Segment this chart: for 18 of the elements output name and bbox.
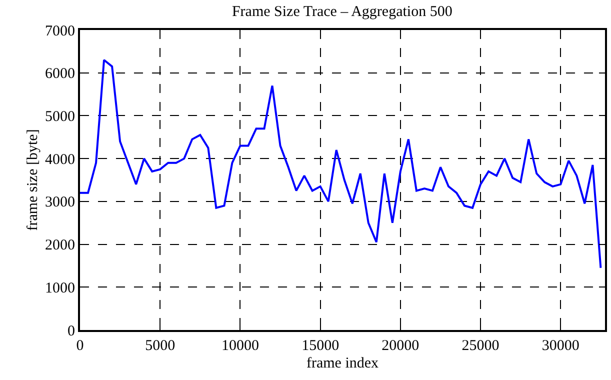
x-tick-label: 30000 — [542, 338, 580, 354]
y-tick-label: 6000 — [45, 66, 75, 82]
y-axis-title: frame size [byte] — [24, 129, 41, 231]
y-tick-label: 5000 — [45, 108, 75, 125]
y-tick-label: 7000 — [45, 23, 75, 40]
chart-title: Frame Size Trace – Aggregation 500 — [232, 4, 452, 20]
x-tick-label: 20000 — [382, 338, 420, 354]
x-tick-label: 10000 — [221, 338, 259, 354]
x-tick-label: 5000 — [145, 338, 176, 354]
line-series — [80, 59, 602, 269]
x-tick-label: 15000 — [302, 338, 340, 354]
x-tick-label: 25000 — [462, 338, 500, 354]
x-axis-title: frame index — [306, 356, 380, 372]
y-tick-label: 3000 — [45, 194, 75, 211]
y-tick-label: 4000 — [45, 152, 75, 168]
y-tick-label: 2000 — [45, 238, 75, 254]
y-tick-label: 1000 — [45, 280, 75, 296]
y-tick-label: 0 — [68, 323, 75, 340]
